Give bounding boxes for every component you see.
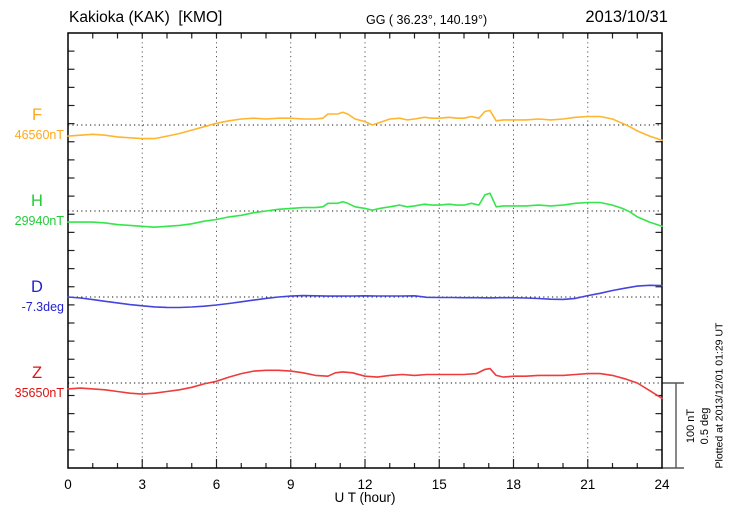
channel-baseline-z: 35650nT — [14, 386, 64, 400]
trace-F — [67, 109, 663, 142]
x-tick-label-9: 9 — [286, 477, 295, 492]
channel-letter-f: F — [31, 106, 43, 124]
scale-bar-nt: 100 nT — [685, 408, 697, 444]
channel-label-h: H 29940nT — [10, 188, 64, 228]
vertical-gridlines — [141, 33, 589, 468]
plot-frame — [67, 32, 663, 469]
x-tick-label-3: 3 — [138, 477, 146, 492]
scale-bar — [662, 382, 684, 469]
trace-H — [67, 192, 663, 228]
x-tick-label-6: 6 — [212, 477, 221, 492]
x-tick-label-0: 0 — [64, 477, 72, 492]
page-title: Kakioka (KAK) [KMO] — [69, 9, 223, 26]
trace-D — [67, 284, 663, 309]
channel-baseline-d: -7.3deg — [21, 300, 64, 314]
hour-ticks — [92, 33, 638, 468]
x-tick-label-12: 12 — [357, 477, 373, 492]
channel-letter-z: Z — [31, 364, 43, 382]
x-tick-label-24: 24 — [654, 477, 670, 492]
scale-bar-deg: 0.5 deg — [698, 407, 711, 445]
x-tick-label-18: 18 — [505, 477, 522, 492]
channel-label-f: F 46560nT — [10, 102, 64, 142]
channel-baseline-f: 46560nT — [14, 128, 64, 142]
channel-letter-h: H — [31, 192, 43, 210]
trace-Z — [67, 367, 663, 400]
channel-label-d: D -7.3deg — [10, 274, 64, 314]
observation-date: 2013/10/31 — [585, 8, 668, 26]
x-tick-label-21: 21 — [580, 477, 596, 492]
channel-baseline-h: 29940nT — [14, 214, 64, 228]
channel-label-z: Z 35650nT — [10, 360, 64, 400]
scale-bar-caption: 100 nT 0.5 deg — [685, 395, 713, 457]
x-tick-label-15: 15 — [431, 477, 447, 492]
amplitude-ticks — [68, 50, 662, 451]
geographic-coordinates: GG ( 36.23°, 140.19°) — [366, 13, 488, 27]
plotted-at-note: Plotted at 2013/12/01 01:29 UT — [713, 322, 726, 469]
x-axis-label: U T (hour) — [334, 490, 396, 505]
channel-letter-d: D — [31, 278, 43, 296]
